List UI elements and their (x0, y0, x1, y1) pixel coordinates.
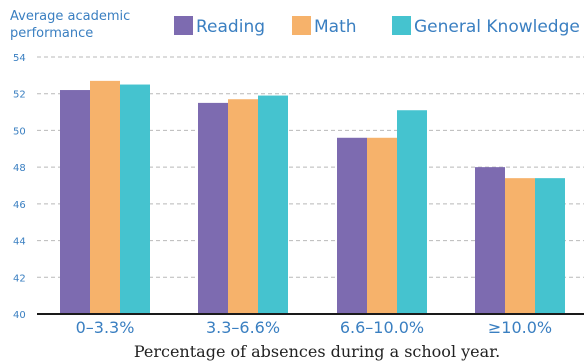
y-tick-label: 48 (13, 163, 26, 174)
bar (258, 95, 288, 314)
bar (475, 167, 505, 314)
y-tick-label: 52 (13, 90, 26, 101)
bar (228, 99, 258, 314)
y-tick-label: 46 (13, 200, 26, 211)
y-tick-label: 40 (13, 310, 26, 321)
y-axis-label-line: Average academic (10, 9, 130, 24)
x-tick-label: 6.6–10.0% (340, 318, 424, 337)
legend-label: Reading (196, 17, 265, 37)
legend-swatch (174, 16, 193, 35)
x-tick-label: 0–3.3% (76, 318, 135, 337)
x-tick-label: 3.3–6.6% (206, 318, 280, 337)
bar (367, 137, 397, 314)
y-tick-label: 50 (13, 126, 26, 137)
bar (198, 102, 228, 315)
legend-label: General Knowledge (414, 17, 580, 37)
legend-swatch (392, 16, 411, 35)
x-tick-label: ≥10.0% (488, 318, 552, 337)
x-axis-label: Percentage of absences during a school y… (134, 342, 500, 361)
bar (535, 178, 565, 314)
bar (120, 84, 150, 315)
bar (90, 80, 120, 314)
legend-label: Math (314, 17, 357, 37)
y-tick-label: 54 (13, 53, 26, 64)
bar (60, 90, 90, 315)
y-axis-label-line: performance (10, 26, 93, 41)
bar (337, 137, 367, 314)
y-tick-label: 44 (13, 237, 26, 248)
legend-swatch (292, 16, 311, 35)
bar (397, 110, 427, 314)
y-tick-label: 42 (13, 273, 26, 284)
bar (505, 178, 535, 314)
